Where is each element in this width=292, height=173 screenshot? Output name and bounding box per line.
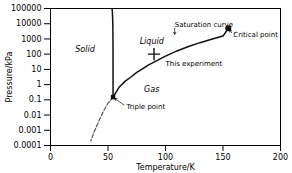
svg-text:Triple point: Triple point [125, 103, 165, 111]
svg-text:10: 10 [31, 65, 41, 74]
svg-text:Solid: Solid [75, 45, 95, 54]
svg-text:150: 150 [215, 153, 230, 162]
svg-text:100: 100 [26, 50, 41, 59]
svg-text:0: 0 [48, 153, 53, 162]
svg-text:Saturation curve: Saturation curve [175, 21, 233, 29]
svg-text:Temperature/K: Temperature/K [135, 163, 195, 172]
svg-text:0.001: 0.001 [19, 126, 42, 135]
svg-text:0.1: 0.1 [29, 95, 42, 104]
svg-text:10000: 10000 [16, 19, 41, 28]
svg-text:0.01: 0.01 [24, 111, 42, 120]
svg-text:1: 1 [36, 80, 41, 89]
svg-text:This experiment: This experiment [165, 60, 223, 68]
svg-text:1000: 1000 [21, 35, 41, 44]
svg-text:0.0001: 0.0001 [14, 141, 42, 150]
svg-text:50: 50 [103, 153, 113, 162]
svg-text:Critical point: Critical point [233, 31, 278, 39]
svg-text:100: 100 [158, 153, 173, 162]
svg-text:200: 200 [273, 153, 288, 162]
svg-text:Liquid: Liquid [140, 37, 165, 46]
svg-text:100000: 100000 [11, 4, 42, 13]
svg-text:Pressure/kPa: Pressure/kPa [5, 51, 14, 102]
svg-text:Gas: Gas [144, 85, 159, 94]
